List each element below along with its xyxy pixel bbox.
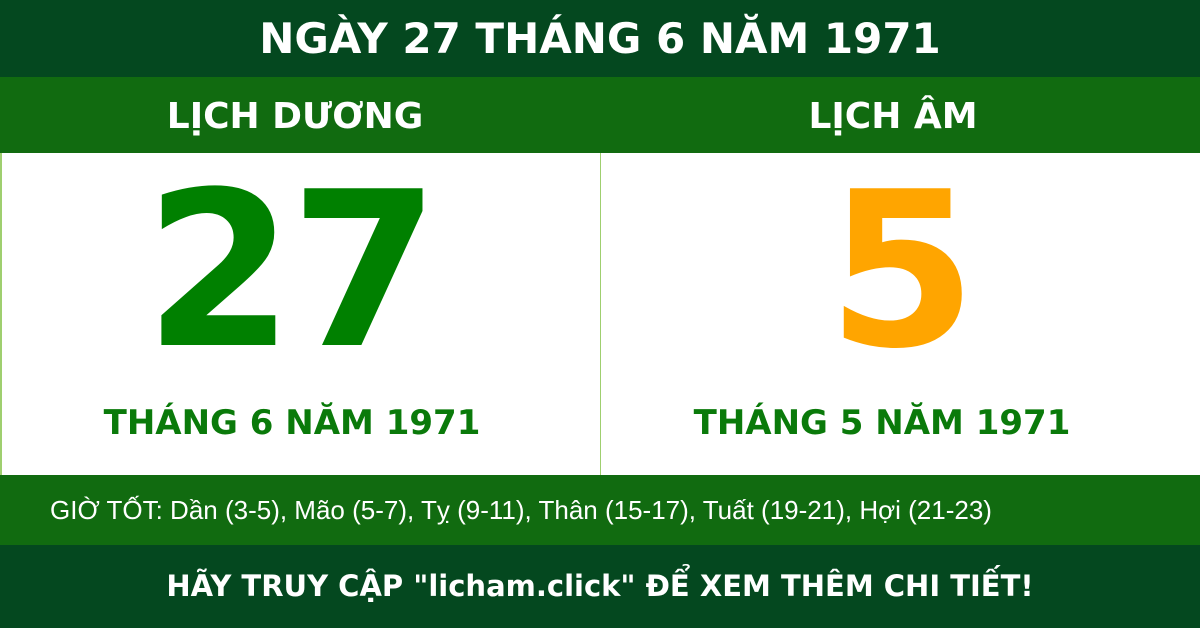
page-title: NGÀY 27 THÁNG 6 NĂM 1971 [0,0,1200,77]
lunar-day: 5 [827,145,977,396]
lunar-month-year: THÁNG 5 NĂM 1971 [693,403,1071,443]
column-divider [600,153,601,475]
solar-month-year: THÁNG 6 NĂM 1971 [103,403,481,443]
solar-calendar-label: LỊCH DƯƠNG [166,96,424,137]
lunar-column: 5 THÁNG 5 NĂM 1971 [600,153,1200,475]
lunar-calendar-label: LỊCH ÂM [808,96,978,137]
footer-cta: HÃY TRUY CẬP "licham.click" ĐỂ XEM THÊM … [0,545,1200,628]
good-hours: GIỜ TỐT: Dần (3-5), Mão (5-7), Tỵ (9-11)… [0,475,1200,545]
calendar-body [0,153,1200,475]
solar-column: 27 THÁNG 6 NĂM 1971 [0,153,600,475]
calendar-headers: LỊCH DƯƠNG LỊCH ÂM [0,77,1200,153]
solar-day: 27 [144,145,439,396]
